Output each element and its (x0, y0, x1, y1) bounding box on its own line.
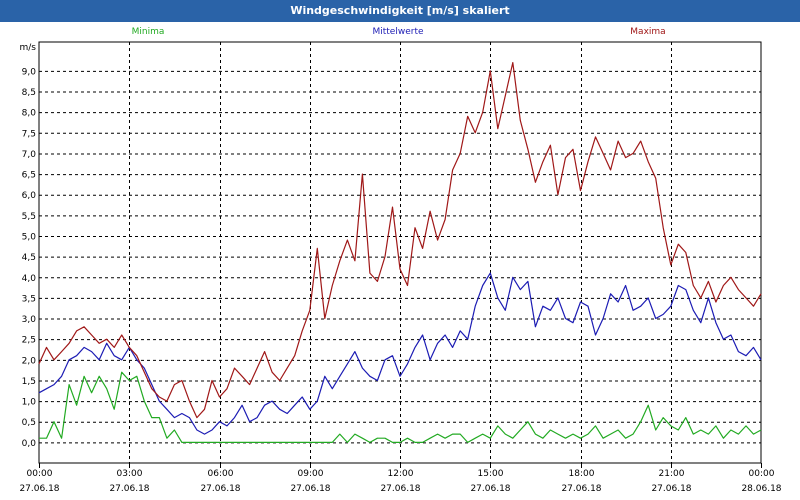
x-tick-date: 27.06.18 (109, 484, 149, 494)
y-tick-label: 0,5 (22, 418, 36, 428)
x-tick-date: 27.06.18 (561, 484, 601, 494)
wind-speed-chart: 0,0 0,5 1,0 1,5 2,0 2,5 3,0 3,5 4,0 4,5 5,0 5,5 6,0 6… (19, 27, 781, 494)
y-tick-label: 1,0 (22, 398, 37, 408)
series-line-mittelwerte (38, 272, 762, 435)
legend-mittelwerte: Mittelwerte (372, 27, 423, 37)
y-tick-label: 3,5 (22, 294, 36, 304)
x-tick-time: 15:00 (478, 469, 504, 479)
x-tick-time: 09:00 (298, 469, 324, 479)
y-axis-unit: m/s (20, 43, 37, 53)
y-tick-label: 3,0 (22, 315, 37, 325)
x-tick-time: 00:00 (749, 469, 775, 479)
x-tick-time: 06:00 (208, 469, 234, 479)
window-title: Windgeschwindigkeit [m/s] skaliert (0, 0, 800, 22)
y-tick-label: 6,0 (22, 191, 37, 201)
x-tick-time: 12:00 (388, 469, 414, 479)
x-tick-date: 27.06.18 (290, 484, 330, 494)
y-tick-label: 5,5 (22, 212, 36, 222)
x-tick-time: 21:00 (659, 469, 685, 479)
x-tick-date: 28.06.18 (741, 484, 781, 494)
y-tick-label: 4,0 (22, 274, 37, 284)
y-tick-label: 4,5 (22, 253, 36, 263)
y-tick-label: 1,5 (22, 377, 36, 387)
x-tick-date: 27.06.18 (470, 484, 510, 494)
x-tick-date: 27.06.18 (200, 484, 240, 494)
y-tick-label: 6,5 (22, 171, 36, 181)
y-tick-label: 5,0 (22, 232, 37, 242)
y-tick-label: 0,0 (22, 439, 37, 449)
x-tick-time: 03:00 (117, 469, 143, 479)
x-tick-date: 27.06.18 (380, 484, 420, 494)
x-tick-time: 00:00 (27, 469, 53, 479)
x-tick-date: 27.06.18 (651, 484, 691, 494)
y-tick-label: 7,0 (22, 150, 37, 160)
y-tick-label: 7,5 (22, 129, 36, 139)
y-tick-label: 9,0 (22, 67, 37, 77)
x-tick-time: 18:00 (569, 469, 595, 479)
y-tick-label: 2,0 (22, 356, 37, 366)
y-tick-label: 8,5 (22, 88, 36, 98)
series-line-minima (39, 371, 762, 443)
y-tick-label: 8,0 (22, 109, 37, 119)
legend-minima: Minima (132, 27, 165, 37)
legend-maxima: Maxima (630, 27, 665, 37)
series-line-maxima (38, 61, 762, 419)
x-tick-date: 27.06.18 (19, 484, 59, 494)
y-tick-label: 2,5 (22, 336, 36, 346)
